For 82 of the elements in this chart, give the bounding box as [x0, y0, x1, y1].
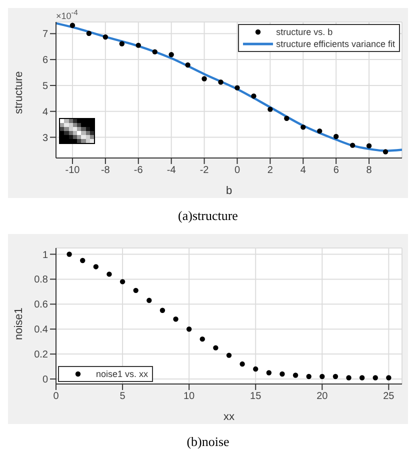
- text: (b)noise: [186, 434, 230, 450]
- y-tick-label: 1: [42, 250, 48, 261]
- y-tick-label: 5: [42, 81, 48, 92]
- x-tick-label: 4: [300, 165, 306, 176]
- point: [253, 366, 258, 372]
- y-tick-label: 0.4: [34, 324, 48, 336]
- point: [80, 258, 86, 264]
- point: [213, 345, 218, 350]
- point: [173, 316, 178, 322]
- y-tick-label: 0.8: [34, 274, 48, 286]
- x-axis-title: b: [226, 185, 232, 197]
- point: [268, 106, 273, 112]
- x-tick-label: -10: [65, 165, 80, 176]
- point: [366, 143, 372, 148]
- point: [306, 374, 312, 380]
- x-tick-label: 20: [316, 391, 328, 402]
- x-tick-label: 15: [250, 391, 262, 402]
- point: [386, 375, 392, 380]
- y-tick-label: 0: [42, 374, 48, 386]
- point: [226, 352, 232, 358]
- text: (a)structure: [177, 208, 239, 224]
- x-tick-label: 0: [53, 391, 60, 402]
- point: [136, 42, 141, 48]
- legend-label: structure vs. b: [276, 26, 333, 38]
- point: [218, 80, 224, 85]
- x-axis-title: xx: [224, 411, 235, 423]
- point: [185, 62, 190, 68]
- point: [266, 370, 272, 376]
- point: [300, 124, 306, 130]
- point: [102, 34, 108, 40]
- x-tick-label: 2: [267, 165, 274, 176]
- point: [317, 128, 322, 134]
- point: [251, 93, 256, 99]
- point: [359, 375, 365, 380]
- y-tick-label: 3: [42, 132, 48, 144]
- x-tick-label: -2: [200, 165, 210, 176]
- x-tick-label: -8: [100, 165, 110, 176]
- point: [66, 252, 72, 257]
- point: [333, 134, 339, 140]
- point: [292, 372, 298, 378]
- y-axis-title: noise1: [12, 308, 25, 340]
- x-tick-label: 5: [120, 391, 126, 402]
- point: [382, 149, 388, 154]
- y-tick-label: 0.2: [34, 350, 48, 361]
- point: [133, 288, 138, 294]
- point: [152, 49, 158, 54]
- point: [119, 41, 125, 46]
- point: [106, 272, 112, 277]
- legend-label: structure efficients variance fit: [276, 38, 395, 50]
- legend-label: noise1 vs. xx: [96, 368, 148, 380]
- point: [202, 76, 207, 82]
- x-tick-label: 0: [234, 165, 240, 176]
- point: [70, 22, 76, 28]
- y-axis-title: structure: [12, 71, 25, 114]
- y-tick-label: 7: [42, 29, 48, 40]
- point: [350, 142, 356, 148]
- point: [93, 264, 99, 270]
- point: [168, 52, 174, 58]
- point: [120, 279, 126, 284]
- point: [284, 116, 290, 121]
- point: [186, 326, 192, 332]
- x-tick-label: 10: [184, 391, 196, 402]
- point: [160, 308, 166, 313]
- point: [200, 336, 205, 342]
- point: [372, 375, 378, 380]
- point: [320, 374, 325, 380]
- point: [86, 30, 92, 36]
- point: [332, 374, 338, 380]
- x-tick-label: 25: [383, 391, 395, 402]
- point: [346, 375, 352, 380]
- x-tick-label: -4: [166, 165, 176, 176]
- point: [280, 371, 285, 377]
- y-tick-label: 4: [42, 106, 48, 118]
- point: [234, 85, 240, 90]
- y-tick-label: 6: [42, 55, 48, 66]
- x-tick-label: 8: [366, 165, 372, 176]
- x-tick-label: 6: [333, 165, 340, 176]
- point: [240, 361, 245, 367]
- y-tick-label: 0.6: [34, 300, 48, 311]
- x-tick-label: -6: [134, 165, 144, 176]
- point: [146, 298, 152, 304]
- text: ×10$^{-4}$: [56, 8, 78, 21]
